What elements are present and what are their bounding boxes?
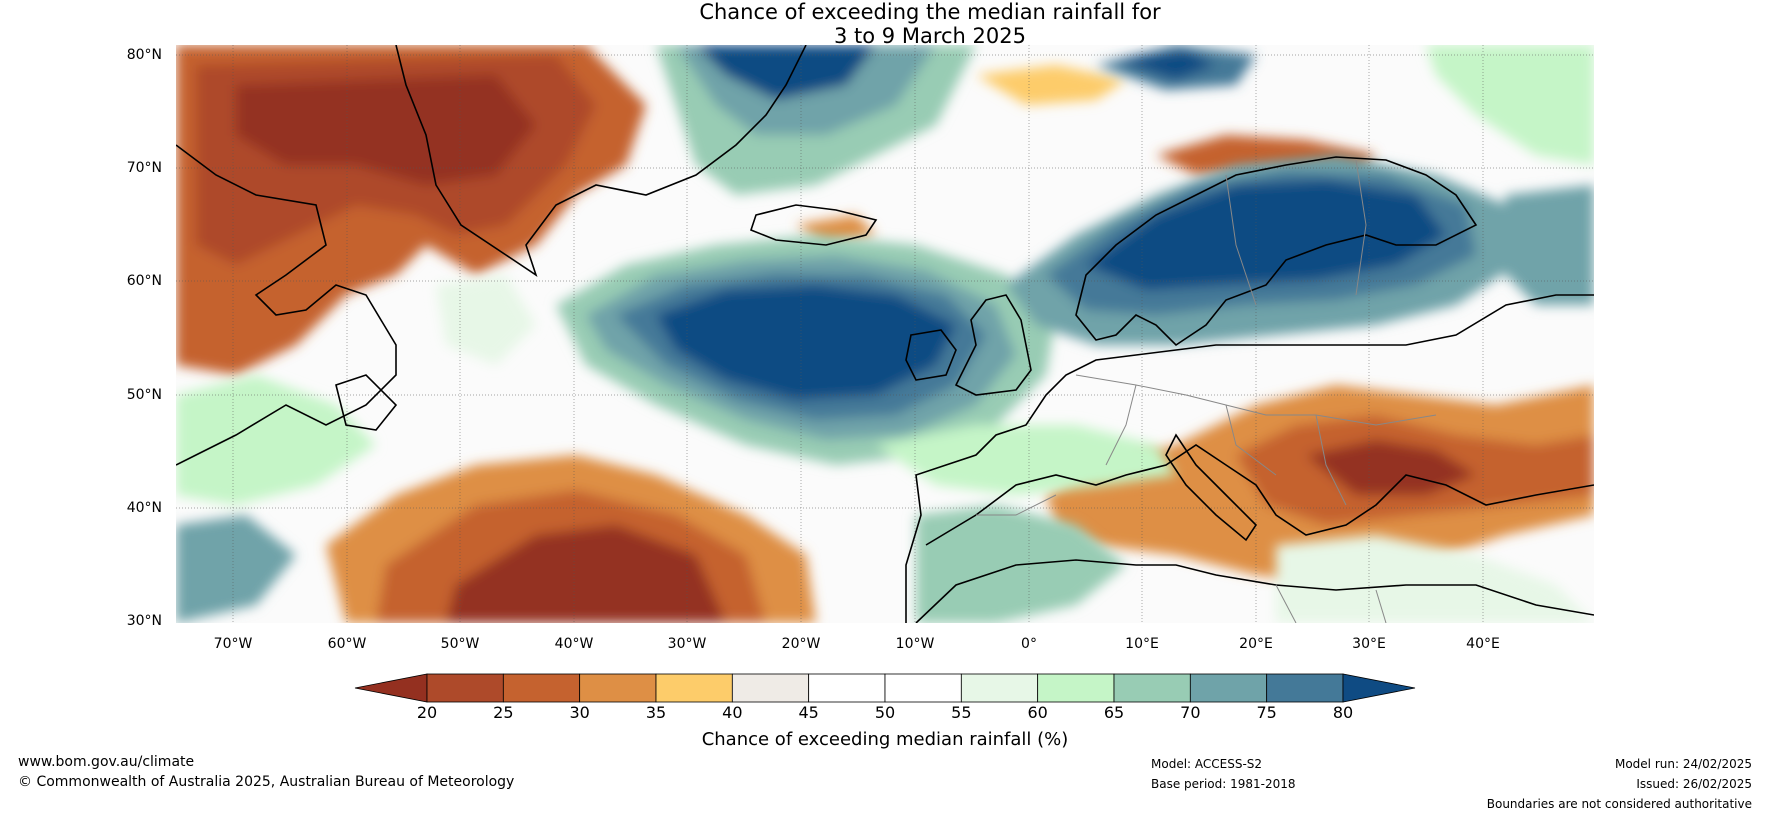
issued-date: Issued: 26/02/2025 (1636, 777, 1752, 791)
wet-anomaly-regions (176, 45, 1594, 623)
colorbar-tick-label: 75 (1256, 703, 1277, 722)
greenland-coast (395, 45, 807, 277)
map-title: Chance of exceeding the median rainfall … (640, 0, 1220, 48)
labrador-coast (176, 144, 397, 466)
lon-label-40e: 40°E (1466, 636, 1500, 652)
lat-label-60n: 60°N (126, 273, 162, 289)
iceland-coast (750, 204, 878, 246)
lon-label-20e: 20°E (1239, 636, 1273, 652)
colorbar-segment (884, 673, 962, 703)
colorbar-tick-label: 40 (722, 703, 743, 722)
lat-label-50n: 50°N (126, 387, 162, 403)
newfoundland-coast (335, 374, 398, 431)
colorbar-segment (426, 673, 504, 703)
colorbar-tick-label: 20 (416, 703, 438, 722)
north-africa-coast (915, 559, 1594, 623)
mediterranean-coast (925, 444, 1594, 546)
lat-label-40n: 40°N (126, 500, 162, 516)
colorbar-segment (579, 673, 657, 703)
base-period: Base period: 1981-2018 (1151, 777, 1296, 791)
great-britain-coast (954, 294, 1032, 396)
rainfall-map-svg (176, 45, 1594, 623)
europe-coast (905, 294, 1594, 623)
lon-label-10e: 10°E (1125, 636, 1159, 652)
lat-label-30n: 30°N (126, 613, 162, 629)
colorbar-segment (502, 673, 581, 703)
lon-label-0: 0° (1021, 636, 1037, 652)
map-title-line-2: 3 to 9 March 2025 (834, 24, 1026, 48)
model-name: Model: ACCESS-S2 (1151, 757, 1263, 771)
colorbar-tick-label: 30 (569, 703, 590, 722)
colorbar-segment (731, 673, 810, 703)
colorbar-tick-label: 80 (1332, 703, 1354, 722)
colorbar-segment (808, 673, 886, 703)
dry-anomaly-regions (176, 45, 1594, 623)
copyright-notice: © Commonwealth of Australia 2025, Austra… (18, 774, 515, 790)
lon-label-20w: 20°W (781, 636, 821, 652)
colorbar-segment (1037, 673, 1115, 703)
lat-label-80n: 80°N (126, 47, 162, 63)
colorbar-tick-label: 60 (1027, 703, 1048, 722)
rainfall-map (176, 45, 1594, 623)
graticule (176, 45, 1594, 623)
colorbar-label: Chance of exceeding median rainfall (%) (701, 729, 1069, 750)
colorbar-segment (1266, 673, 1344, 703)
country-borders (976, 159, 1437, 623)
colorbar-tick-label: 25 (493, 703, 514, 722)
scandinavia-coast (1075, 156, 1478, 347)
italy-coast (1165, 433, 1258, 542)
lon-label-70w: 70°W (213, 636, 253, 652)
colorbar-segments (354, 673, 1416, 703)
colorbar-tick-label: 55 (951, 703, 972, 722)
lon-label-50w: 50°W (440, 636, 480, 652)
colorbar-tick-label: 45 (798, 703, 819, 722)
model-run-date: Model run: 24/02/2025 (1614, 757, 1752, 771)
colorbar-tick-label: 65 (1103, 703, 1125, 722)
map-title-line-1: Chance of exceeding the median rainfall … (699, 0, 1161, 24)
lon-label-30e: 30°E (1352, 636, 1386, 652)
lat-label-70n: 70°N (126, 160, 162, 176)
colorbar-extend-high (1342, 673, 1416, 703)
lon-label-10w: 10°W (895, 636, 935, 652)
coastlines (176, 45, 1594, 623)
lon-label-40w: 40°W (554, 636, 594, 652)
lon-label-60w: 60°W (327, 636, 367, 652)
colorbar-tick-label: 50 (874, 703, 896, 722)
website-link[interactable]: www.bom.gov.au/climate (18, 754, 195, 770)
colorbar-segment (960, 673, 1039, 703)
ireland-coast (905, 329, 957, 381)
boundaries-disclaimer: Boundaries are not considered authoritat… (1486, 797, 1752, 811)
colorbar-tick-label: 70 (1180, 703, 1201, 722)
colorbar-segment (1189, 673, 1268, 703)
colorbar-segment (655, 673, 733, 703)
colorbar-segment (1113, 673, 1191, 703)
colorbar-tick-label: 35 (645, 703, 667, 722)
lon-label-30w: 30°W (667, 636, 707, 652)
colorbar-extend-low (354, 673, 428, 703)
